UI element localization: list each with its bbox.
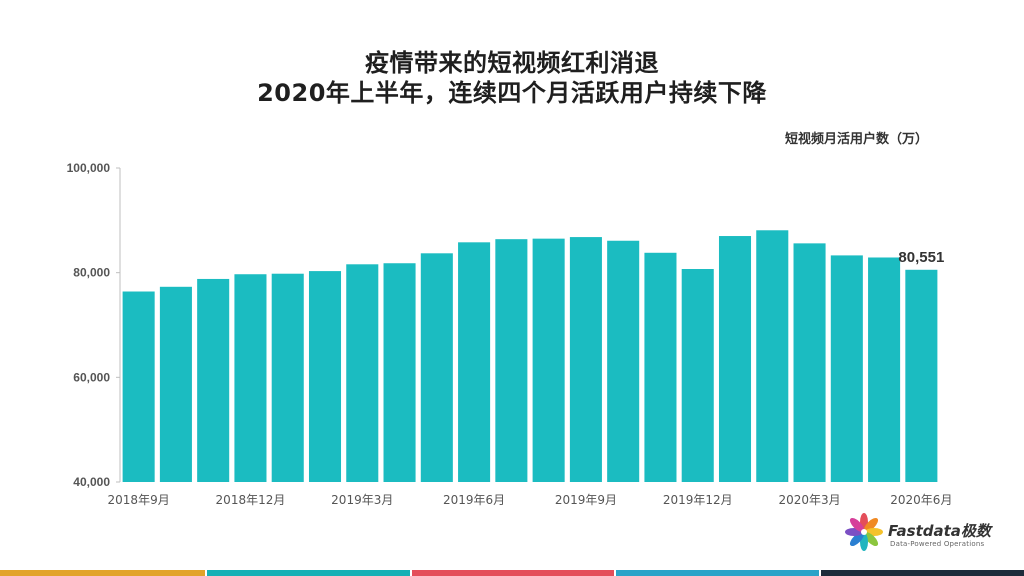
x-tick-label: 2019年12月 <box>663 493 733 507</box>
bar <box>122 291 155 482</box>
bar <box>271 273 304 482</box>
footer-stripe <box>616 570 820 576</box>
x-tick-label: 2018年9月 <box>108 493 170 507</box>
flower-logo-icon <box>845 513 883 551</box>
y-tick-label: 40,000 <box>73 475 110 489</box>
bar <box>644 252 677 482</box>
bar <box>458 242 491 482</box>
fastdata-logo: Fastdata极数 Data-Powered Operations <box>844 512 994 560</box>
bar <box>346 264 379 482</box>
y-unit-label: 短视频月活用户数（万） <box>784 132 928 147</box>
y-tick-label: 60,000 <box>73 370 110 384</box>
bar <box>420 253 453 482</box>
bar <box>793 243 826 482</box>
bar <box>383 263 416 482</box>
bar <box>868 257 901 482</box>
bar <box>830 255 863 482</box>
bar <box>905 269 938 482</box>
data-label: 80,551 <box>898 249 944 266</box>
bar <box>197 278 230 482</box>
bar <box>532 238 565 482</box>
x-tick-label: 2018年12月 <box>216 493 286 507</box>
bar <box>756 230 789 482</box>
bar <box>495 239 528 482</box>
bar <box>718 236 752 482</box>
x-tick-label: 2020年6月 <box>890 493 952 507</box>
x-tick-label: 2020年3月 <box>778 493 840 507</box>
bar <box>234 274 267 482</box>
bar <box>159 286 192 482</box>
x-tick-label: 2019年6月 <box>443 493 505 507</box>
chart-title-line-1: 疫情带来的短视频红利消退 <box>365 49 659 77</box>
bar <box>607 240 640 482</box>
footer-stripe <box>0 570 205 576</box>
x-tick-label: 2019年3月 <box>331 493 393 507</box>
logo-name: Fastdata极数 <box>888 522 991 540</box>
bar <box>308 271 342 482</box>
chart-title-line-2: 2020年上半年，连续四个月活跃用户持续下降 <box>257 79 767 107</box>
logo-tagline: Data-Powered Operations <box>890 540 985 548</box>
y-tick-label: 100,000 <box>67 161 111 175</box>
x-tick-label: 2019年9月 <box>555 493 617 507</box>
footer-stripe <box>821 570 1024 576</box>
footer-stripe <box>206 570 410 576</box>
footer-stripe <box>411 570 615 576</box>
y-tick-label: 80,000 <box>73 266 110 280</box>
bar <box>681 269 714 482</box>
bar <box>569 237 602 482</box>
